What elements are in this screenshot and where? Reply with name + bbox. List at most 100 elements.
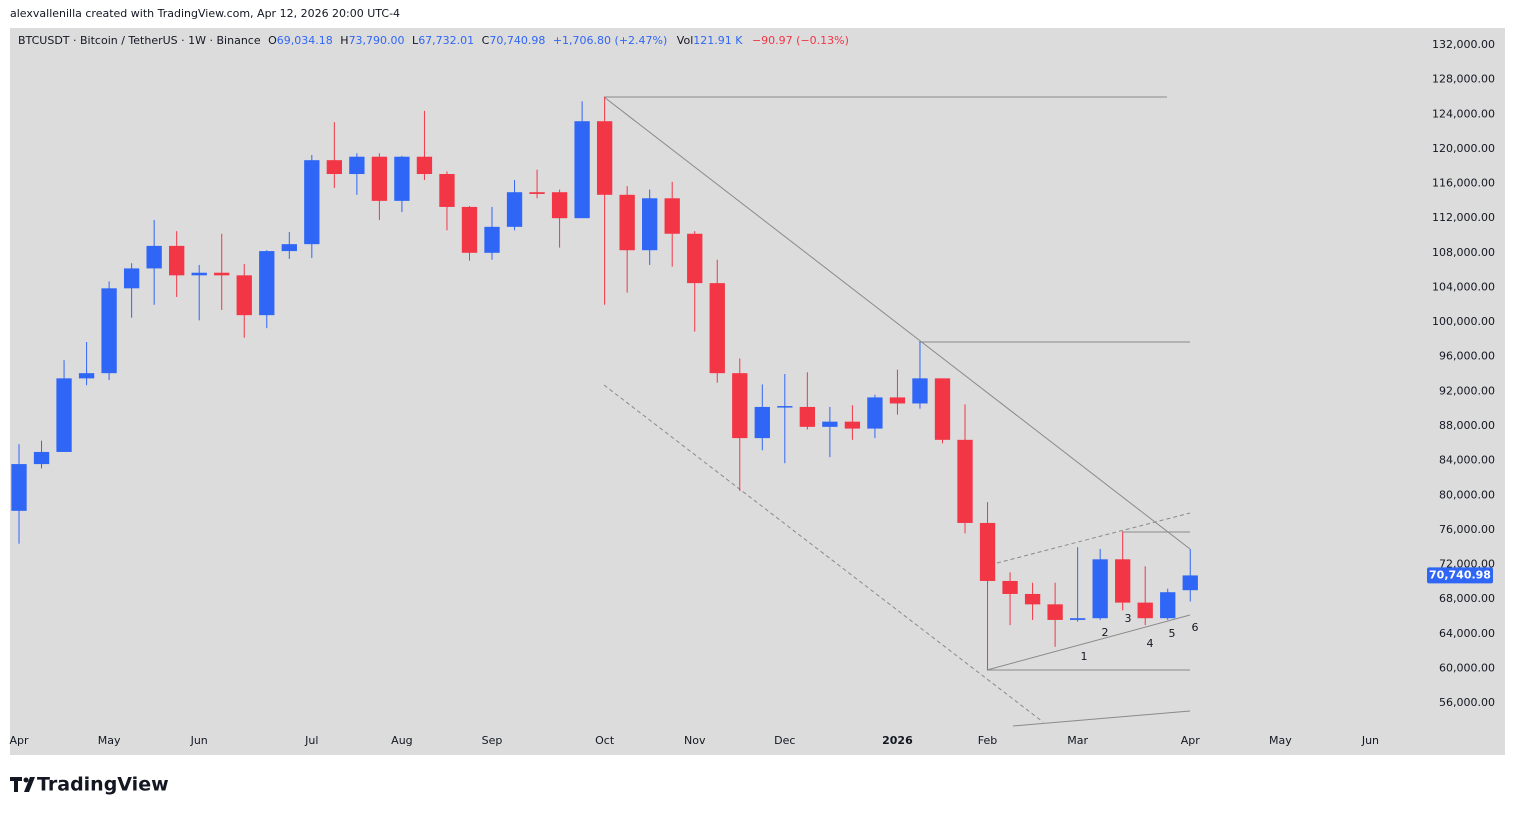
wave-label: 6 — [1192, 621, 1199, 634]
brand-logo: TradingView — [10, 774, 169, 796]
candle-body — [1115, 559, 1131, 603]
candle-body — [304, 160, 320, 245]
candle-body — [416, 156, 433, 175]
y-tick-label: 132,000.00 — [1432, 38, 1495, 51]
y-tick-label: 124,000.00 — [1432, 107, 1495, 120]
candle-body — [709, 283, 725, 374]
candle-body — [867, 397, 883, 429]
candle-body — [461, 206, 478, 253]
candle-body — [11, 464, 27, 511]
volume-key: Vol — [677, 34, 693, 47]
last-price-tag — [1427, 567, 1493, 584]
candle-body — [349, 156, 365, 175]
candle-body — [1024, 593, 1041, 605]
y-tick-label: 128,000.00 — [1432, 73, 1495, 86]
x-tick-label: May — [98, 734, 121, 747]
candle-body — [777, 406, 793, 408]
y-tick-label: 104,000.00 — [1432, 280, 1495, 293]
candle-body — [1069, 618, 1086, 620]
candle-body — [1002, 580, 1018, 594]
candle-body — [822, 421, 838, 427]
candle-body — [439, 174, 455, 207]
change: +1,706.80 (+2.47%) — [553, 34, 667, 47]
candle-body — [123, 268, 140, 289]
y-tick-label: 80,000.00 — [1439, 488, 1495, 501]
candle-body — [642, 198, 658, 251]
wave-label: 5 — [1169, 627, 1176, 640]
candle-body — [957, 439, 973, 523]
volume: 121.91 K — [693, 34, 743, 47]
x-tick-label: Dec — [774, 734, 795, 747]
x-tick-label: Jun — [1361, 734, 1379, 747]
y-tick-label: 120,000.00 — [1432, 142, 1495, 155]
candle-body — [732, 373, 748, 439]
trend-line — [1012, 710, 1191, 727]
y-tick-label: 108,000.00 — [1432, 246, 1495, 259]
y-tick-label: 112,000.00 — [1432, 211, 1495, 224]
candle-body — [664, 198, 680, 234]
candle-body — [1160, 592, 1176, 619]
y-tick-label: 92,000.00 — [1439, 384, 1495, 397]
candle-body — [551, 192, 568, 219]
ohlc-value: 70,740.98 — [489, 34, 545, 47]
wave-label: 3 — [1125, 612, 1132, 625]
ohlc-value: 73,790.00 — [349, 34, 405, 47]
trend-line — [996, 512, 1191, 564]
candle-body — [1137, 602, 1153, 619]
trend-line — [603, 384, 1044, 723]
candle-body — [326, 160, 343, 175]
candle-body — [506, 192, 523, 227]
candle-body — [484, 226, 500, 253]
candle-body — [754, 406, 770, 439]
last-price-label: 70,740.98 — [1429, 568, 1491, 581]
candle-body — [169, 245, 185, 276]
candle-body — [574, 121, 590, 219]
y-tick-label: 64,000.00 — [1439, 627, 1495, 640]
logo-icon — [10, 777, 35, 792]
y-tick-label: 88,000.00 — [1439, 419, 1495, 432]
candle-body — [979, 522, 996, 581]
brand: TradingView — [37, 774, 169, 796]
x-tick-label: Feb — [978, 734, 997, 747]
x-tick-label: Jul — [304, 734, 318, 747]
y-tick-label: 68,000.00 — [1439, 592, 1495, 605]
chart-background — [10, 28, 1505, 755]
candle-body — [596, 121, 613, 195]
candle-body — [236, 275, 252, 316]
candle-body — [146, 245, 162, 269]
candle-body — [56, 378, 72, 452]
y-tick-label: 84,000.00 — [1439, 454, 1495, 467]
volume-change: −90.97 (−0.13%) — [752, 34, 849, 47]
wave-label: 2 — [1102, 626, 1109, 639]
candle-body — [844, 421, 861, 429]
x-tick-label: Aug — [391, 734, 412, 747]
x-tick-label: Oct — [595, 734, 615, 747]
y-tick-label: 76,000.00 — [1439, 523, 1495, 536]
logo-icon — [23, 777, 29, 783]
x-tick-label: Apr — [1181, 734, 1201, 747]
wave-label: 4 — [1147, 637, 1154, 650]
candle-body — [529, 192, 545, 194]
y-tick-label: 116,000.00 — [1432, 177, 1495, 190]
trend-line — [603, 96, 1191, 550]
candle-body — [619, 194, 635, 251]
candle-body — [281, 244, 297, 252]
drawings — [603, 96, 1191, 727]
candle-body — [394, 156, 410, 201]
x-tick-label: Jun — [190, 734, 208, 747]
candle-body — [912, 378, 928, 404]
candle-body — [78, 373, 95, 379]
candle-body — [889, 397, 906, 404]
candle-body — [687, 233, 703, 284]
candle-body — [1047, 604, 1063, 620]
candle-body — [371, 156, 388, 201]
symbol: BTCUSDT · Bitcoin / TetherUS · 1W · Bina… — [18, 34, 261, 47]
candle-body — [1182, 575, 1198, 591]
candle-body — [101, 288, 117, 374]
watermark: alexvallenilla created with TradingView.… — [10, 7, 400, 20]
candle-body — [259, 251, 275, 316]
ohlc-value: 67,732.01 — [418, 34, 474, 47]
candle-body — [191, 272, 207, 276]
y-tick-label: 56,000.00 — [1439, 696, 1495, 709]
